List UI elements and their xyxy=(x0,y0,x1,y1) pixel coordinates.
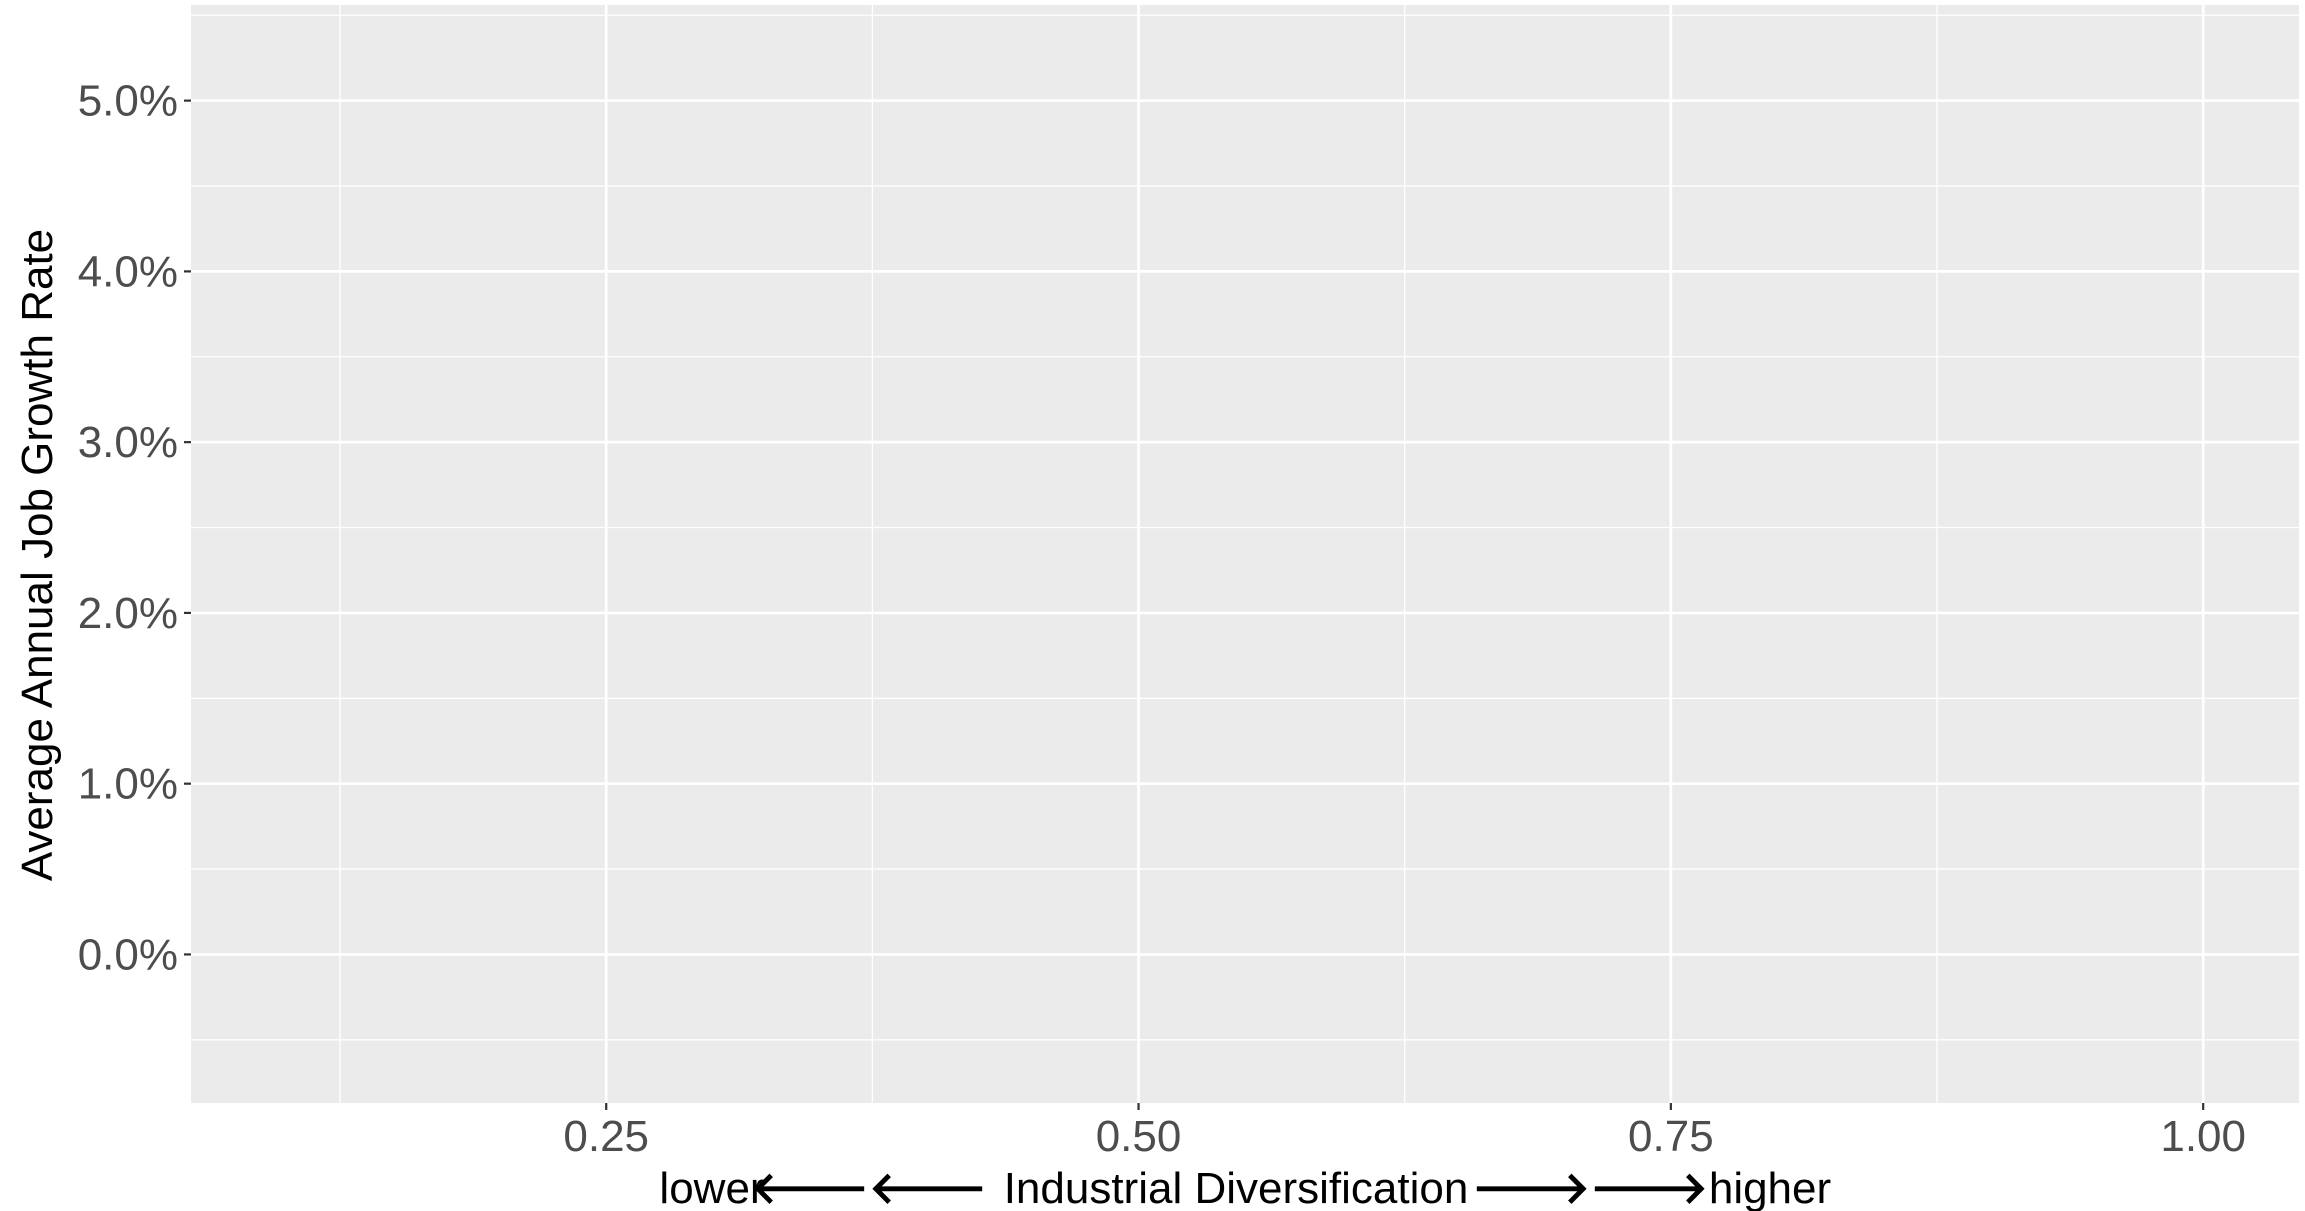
x-axis-title-center: Industrial Diversification xyxy=(1004,1164,1469,1211)
y-tick-label: 4.0% xyxy=(78,247,178,296)
major-gridlines xyxy=(191,5,2299,1103)
x-axis: 0.25 0.50 0.75 1.00 xyxy=(563,1103,2246,1161)
x-axis-title: lower 🡐🡐 Industrial Diversification 🡒🡒 h… xyxy=(659,1163,1831,1211)
y-tick-label: 5.0% xyxy=(78,77,178,126)
minor-gridlines xyxy=(191,5,2299,1103)
x-tick-label: 1.00 xyxy=(2160,1112,2246,1161)
x-axis-title-higher: higher xyxy=(1709,1164,1831,1211)
x-tick-label: 0.75 xyxy=(1628,1112,1714,1161)
y-axis: 0.0% 1.0% 2.0% 3.0% 4.0% 5.0% xyxy=(78,77,191,979)
y-tick-label: 0.0% xyxy=(78,930,178,979)
plot-panel xyxy=(191,5,2299,1103)
y-tick-label: 1.0% xyxy=(78,760,178,809)
y-tick-label: 2.0% xyxy=(78,589,178,638)
y-axis-title: Average Annual Job Growth Rate xyxy=(13,229,62,881)
x-tick-label: 0.50 xyxy=(1096,1112,1182,1161)
x-axis-title-left-arrows: 🡐🡐 xyxy=(751,1163,987,1211)
x-tick-label: 0.25 xyxy=(563,1112,649,1161)
x-axis-title-right-arrows: 🡒🡒 xyxy=(1472,1163,1708,1211)
y-tick-label: 3.0% xyxy=(78,418,178,467)
x-axis-title-lower: lower xyxy=(659,1164,764,1211)
